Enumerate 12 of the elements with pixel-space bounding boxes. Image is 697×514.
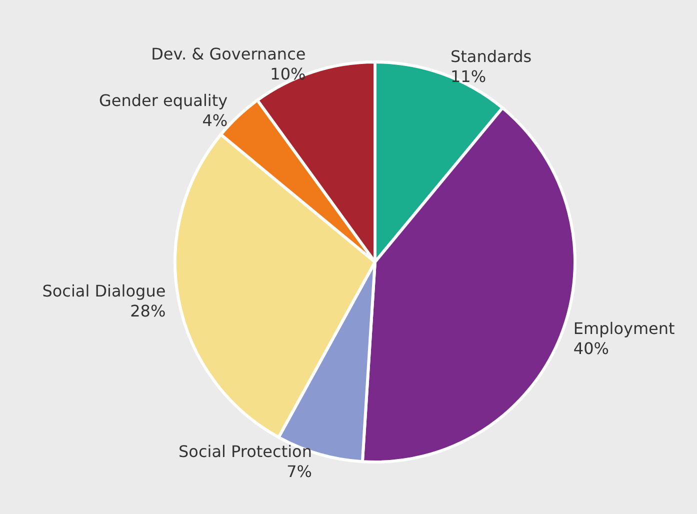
data-label: 40% [573, 339, 609, 358]
data-label: 28% [130, 301, 166, 320]
data-label: 10% [270, 64, 306, 84]
data-label: 11% [450, 66, 486, 86]
slice-label: Social Dialogue [42, 281, 166, 300]
data-label: 7% [286, 462, 312, 482]
slice-label: Gender equality [98, 90, 228, 110]
slice-label: Standards [450, 46, 532, 66]
data-label: 4% [202, 110, 228, 130]
slice-label: Social Protection [178, 442, 312, 462]
slice-label: Dev. & Governance [151, 44, 306, 64]
slice-label: Employment [573, 319, 675, 338]
